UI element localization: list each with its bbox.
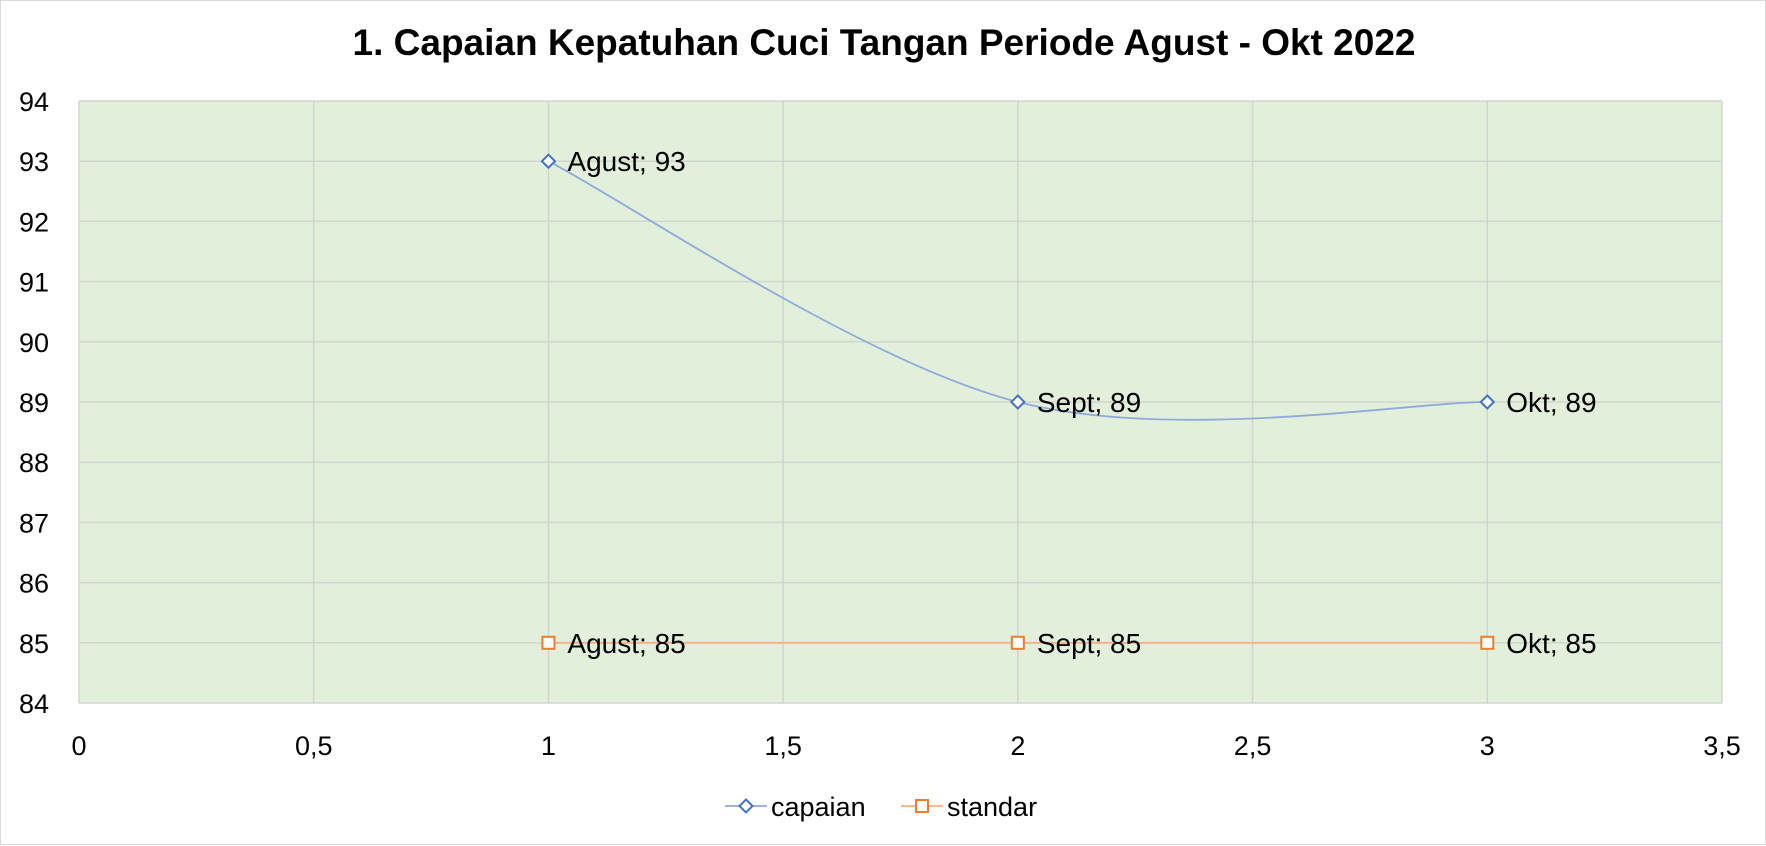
legend-item-capaian: capaian [725, 792, 866, 822]
data-point-standar [1480, 635, 1495, 650]
x-tick-label: 0,5 [295, 731, 333, 761]
data-label-capaian: Sept; 89 [1037, 387, 1141, 418]
data-point-capaian [540, 153, 557, 170]
data-label-capaian: Agust; 93 [567, 146, 685, 177]
data-point-standar [541, 635, 556, 650]
legend-label: capaian [771, 792, 866, 822]
data-point-capaian [1009, 394, 1026, 410]
data-point-standar [1010, 635, 1025, 650]
legend-label: standar [947, 792, 1037, 822]
x-axis-ticks: 0 0,5 1 1,5 2 2,5 3 3,5 [71, 731, 1740, 761]
y-tick-label: 91 [19, 268, 49, 298]
legend-marker [915, 799, 929, 813]
y-tick-label: 85 [19, 629, 49, 659]
x-tick-label: 1 [541, 731, 556, 761]
chart-title: 1. Capaian Kepatuhan Cuci Tangan Periode… [353, 22, 1416, 63]
x-tick-label: 0 [71, 731, 86, 761]
data-label-standar: Sept; 85 [1037, 628, 1141, 659]
x-tick-label: 1,5 [764, 731, 802, 761]
legend: capaian standar [725, 792, 1037, 822]
data-labels: Agust; 93 Sept; 89 Okt; 89 Agust; 85 Sept; 8… [567, 146, 1596, 659]
data-label-capaian: Okt; 89 [1506, 387, 1596, 418]
x-tick-label: 3 [1480, 731, 1495, 761]
y-tick-label: 94 [19, 87, 49, 117]
data-point-capaian [1479, 394, 1496, 410]
y-tick-label: 84 [19, 689, 49, 719]
y-tick-label: 90 [19, 328, 49, 358]
series-markers [540, 153, 1496, 650]
y-tick-label: 87 [19, 508, 49, 538]
y-tick-label: 89 [19, 388, 49, 418]
y-tick-label: 93 [19, 147, 49, 177]
x-tick-label: 2,5 [1234, 731, 1272, 761]
x-tick-label: 3,5 [1703, 731, 1741, 761]
data-label-standar: Agust; 85 [567, 628, 685, 659]
y-tick-label: 86 [19, 569, 49, 599]
x-tick-label: 2 [1010, 731, 1025, 761]
y-tick-label: 88 [19, 448, 49, 478]
legend-item-standar: standar [901, 792, 1037, 822]
data-label-standar: Okt; 85 [1506, 628, 1596, 659]
y-tick-label: 92 [19, 207, 49, 237]
y-axis-ticks: 84 85 86 87 88 89 90 91 92 93 94 [19, 87, 49, 719]
gridlines [78, 100, 1723, 704]
legend-marker [738, 798, 754, 814]
